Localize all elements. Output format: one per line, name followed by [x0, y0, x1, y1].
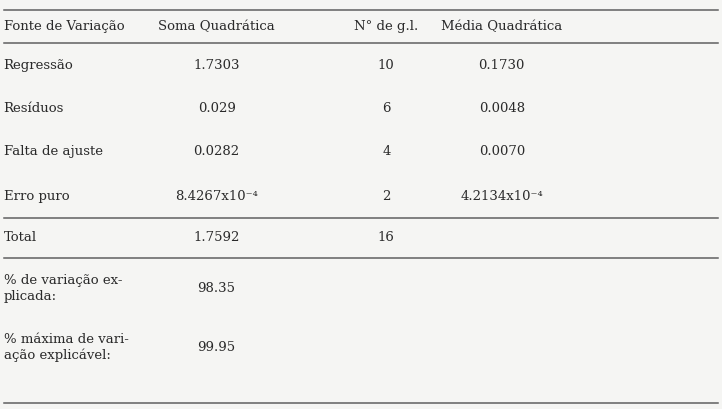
Text: Resíduos: Resíduos [4, 102, 64, 115]
Text: 0.029: 0.029 [198, 102, 235, 115]
Text: % máxima de vari-
ação explicável:: % máxima de vari- ação explicável: [4, 333, 129, 362]
Text: 2: 2 [382, 190, 391, 203]
Text: 10: 10 [378, 59, 395, 72]
Text: 1.7592: 1.7592 [193, 231, 240, 244]
Text: 6: 6 [382, 102, 391, 115]
Text: 1.7303: 1.7303 [193, 59, 240, 72]
Text: Total: Total [4, 231, 37, 244]
Text: 98.35: 98.35 [198, 282, 235, 295]
Text: 0.0070: 0.0070 [479, 145, 525, 158]
Text: Soma Quadrática: Soma Quadrática [158, 20, 275, 33]
Text: 16: 16 [378, 231, 395, 244]
Text: 8.4267x10⁻⁴: 8.4267x10⁻⁴ [175, 190, 258, 203]
Text: Erro puro: Erro puro [4, 190, 69, 203]
Text: 4: 4 [382, 145, 391, 158]
Text: 0.0048: 0.0048 [479, 102, 525, 115]
Text: Regressão: Regressão [4, 59, 74, 72]
Text: 4.2134x10⁻⁴: 4.2134x10⁻⁴ [461, 190, 543, 203]
Text: Fonte de Variação: Fonte de Variação [4, 20, 124, 33]
Text: 99.95: 99.95 [198, 341, 235, 354]
Text: % de variação ex-
plicada:: % de variação ex- plicada: [4, 274, 122, 303]
Text: Falta de ajuste: Falta de ajuste [4, 145, 103, 158]
Text: 0.1730: 0.1730 [479, 59, 525, 72]
Text: N° de g.l.: N° de g.l. [355, 20, 418, 33]
Text: 0.0282: 0.0282 [193, 145, 240, 158]
Text: Média Quadrática: Média Quadrática [441, 20, 562, 33]
